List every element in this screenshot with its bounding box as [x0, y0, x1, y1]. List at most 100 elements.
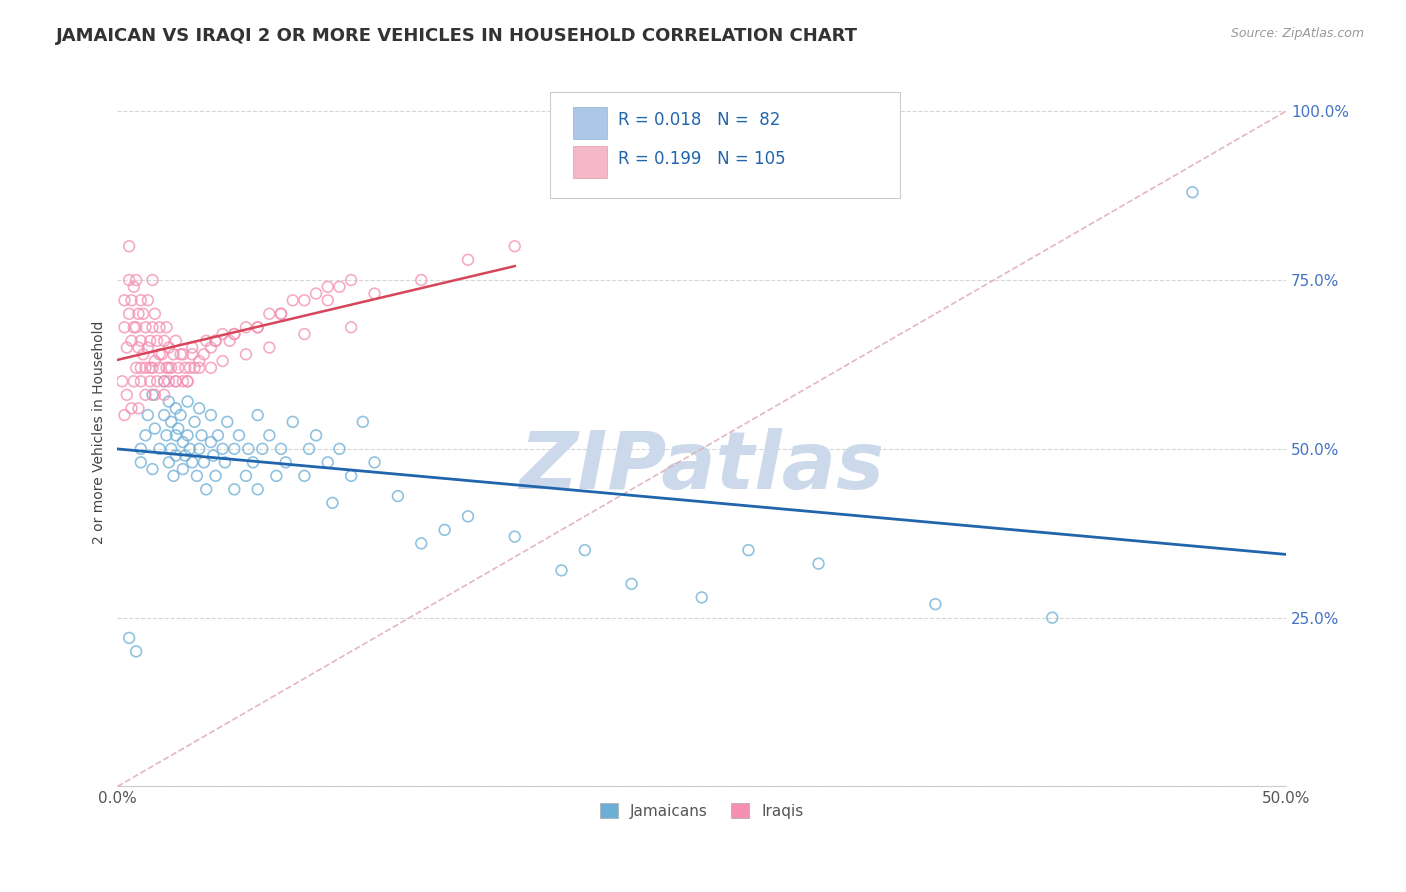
- Point: [503, 239, 526, 253]
- Point: [305, 286, 328, 301]
- Point: [129, 455, 152, 469]
- Point: [186, 468, 208, 483]
- Point: [204, 334, 226, 348]
- Point: [172, 462, 194, 476]
- Point: [294, 293, 316, 308]
- Point: [224, 483, 246, 497]
- Point: [690, 591, 713, 605]
- Point: [246, 408, 269, 422]
- Point: [141, 462, 163, 476]
- Point: [620, 577, 643, 591]
- Point: [155, 428, 177, 442]
- Point: [150, 347, 173, 361]
- Point: [235, 320, 257, 334]
- Point: [179, 360, 201, 375]
- Point: [259, 307, 281, 321]
- Text: JAMAICAN VS IRAQI 2 OR MORE VEHICLES IN HOUSEHOLD CORRELATION CHART: JAMAICAN VS IRAQI 2 OR MORE VEHICLES IN …: [56, 27, 858, 45]
- Point: [246, 483, 269, 497]
- Point: [193, 347, 215, 361]
- Point: [328, 279, 350, 293]
- Point: [207, 428, 229, 442]
- Point: [316, 455, 339, 469]
- Point: [121, 334, 143, 348]
- Point: [174, 360, 197, 375]
- Point: [143, 307, 166, 321]
- Point: [157, 374, 180, 388]
- Point: [115, 341, 138, 355]
- Point: [183, 415, 205, 429]
- Point: [167, 360, 190, 375]
- Point: [188, 360, 211, 375]
- Point: [114, 293, 136, 308]
- Point: [143, 421, 166, 435]
- Point: [129, 293, 152, 308]
- Point: [127, 341, 149, 355]
- Point: [118, 631, 141, 645]
- Point: [188, 354, 211, 368]
- Point: [157, 360, 180, 375]
- Point: [281, 415, 304, 429]
- Point: [160, 415, 183, 429]
- Point: [181, 341, 204, 355]
- Point: [129, 442, 152, 456]
- Point: [270, 307, 292, 321]
- Point: [167, 421, 190, 435]
- Point: [1040, 610, 1063, 624]
- Point: [211, 326, 233, 341]
- Point: [172, 374, 194, 388]
- Point: [200, 435, 222, 450]
- Point: [176, 428, 198, 442]
- Point: [141, 360, 163, 375]
- Point: [157, 394, 180, 409]
- Point: [224, 326, 246, 341]
- Point: [550, 563, 572, 577]
- Point: [122, 374, 145, 388]
- Point: [363, 455, 385, 469]
- Point: [281, 293, 304, 308]
- Point: [153, 374, 176, 388]
- Point: [235, 347, 257, 361]
- Point: [155, 360, 177, 375]
- Point: [274, 455, 297, 469]
- Point: [118, 307, 141, 321]
- Point: [160, 360, 183, 375]
- Point: [411, 273, 433, 287]
- Point: [195, 483, 218, 497]
- Point: [238, 442, 260, 456]
- Point: [266, 468, 288, 483]
- Point: [181, 455, 204, 469]
- Point: [363, 286, 385, 301]
- Point: [153, 408, 176, 422]
- Point: [136, 293, 159, 308]
- Point: [125, 644, 148, 658]
- Point: [252, 442, 274, 456]
- Point: [224, 326, 246, 341]
- Point: [125, 360, 148, 375]
- Point: [122, 320, 145, 334]
- Point: [228, 428, 250, 442]
- Point: [298, 442, 321, 456]
- Point: [190, 428, 212, 442]
- Point: [457, 252, 479, 267]
- Point: [246, 320, 269, 334]
- Point: [183, 360, 205, 375]
- Point: [204, 468, 226, 483]
- Y-axis label: 2 or more Vehicles in Household: 2 or more Vehicles in Household: [93, 320, 107, 543]
- Point: [136, 341, 159, 355]
- Point: [316, 279, 339, 293]
- Point: [153, 334, 176, 348]
- Point: [141, 320, 163, 334]
- Point: [433, 523, 456, 537]
- Point: [457, 509, 479, 524]
- Point: [157, 341, 180, 355]
- Point: [122, 279, 145, 293]
- Point: [174, 449, 197, 463]
- Point: [139, 374, 162, 388]
- Point: [139, 334, 162, 348]
- Point: [188, 401, 211, 416]
- Point: [129, 360, 152, 375]
- Point: [259, 428, 281, 442]
- Point: [132, 347, 155, 361]
- Legend: Jamaicans, Iraqis: Jamaicans, Iraqis: [593, 797, 810, 825]
- Point: [118, 273, 141, 287]
